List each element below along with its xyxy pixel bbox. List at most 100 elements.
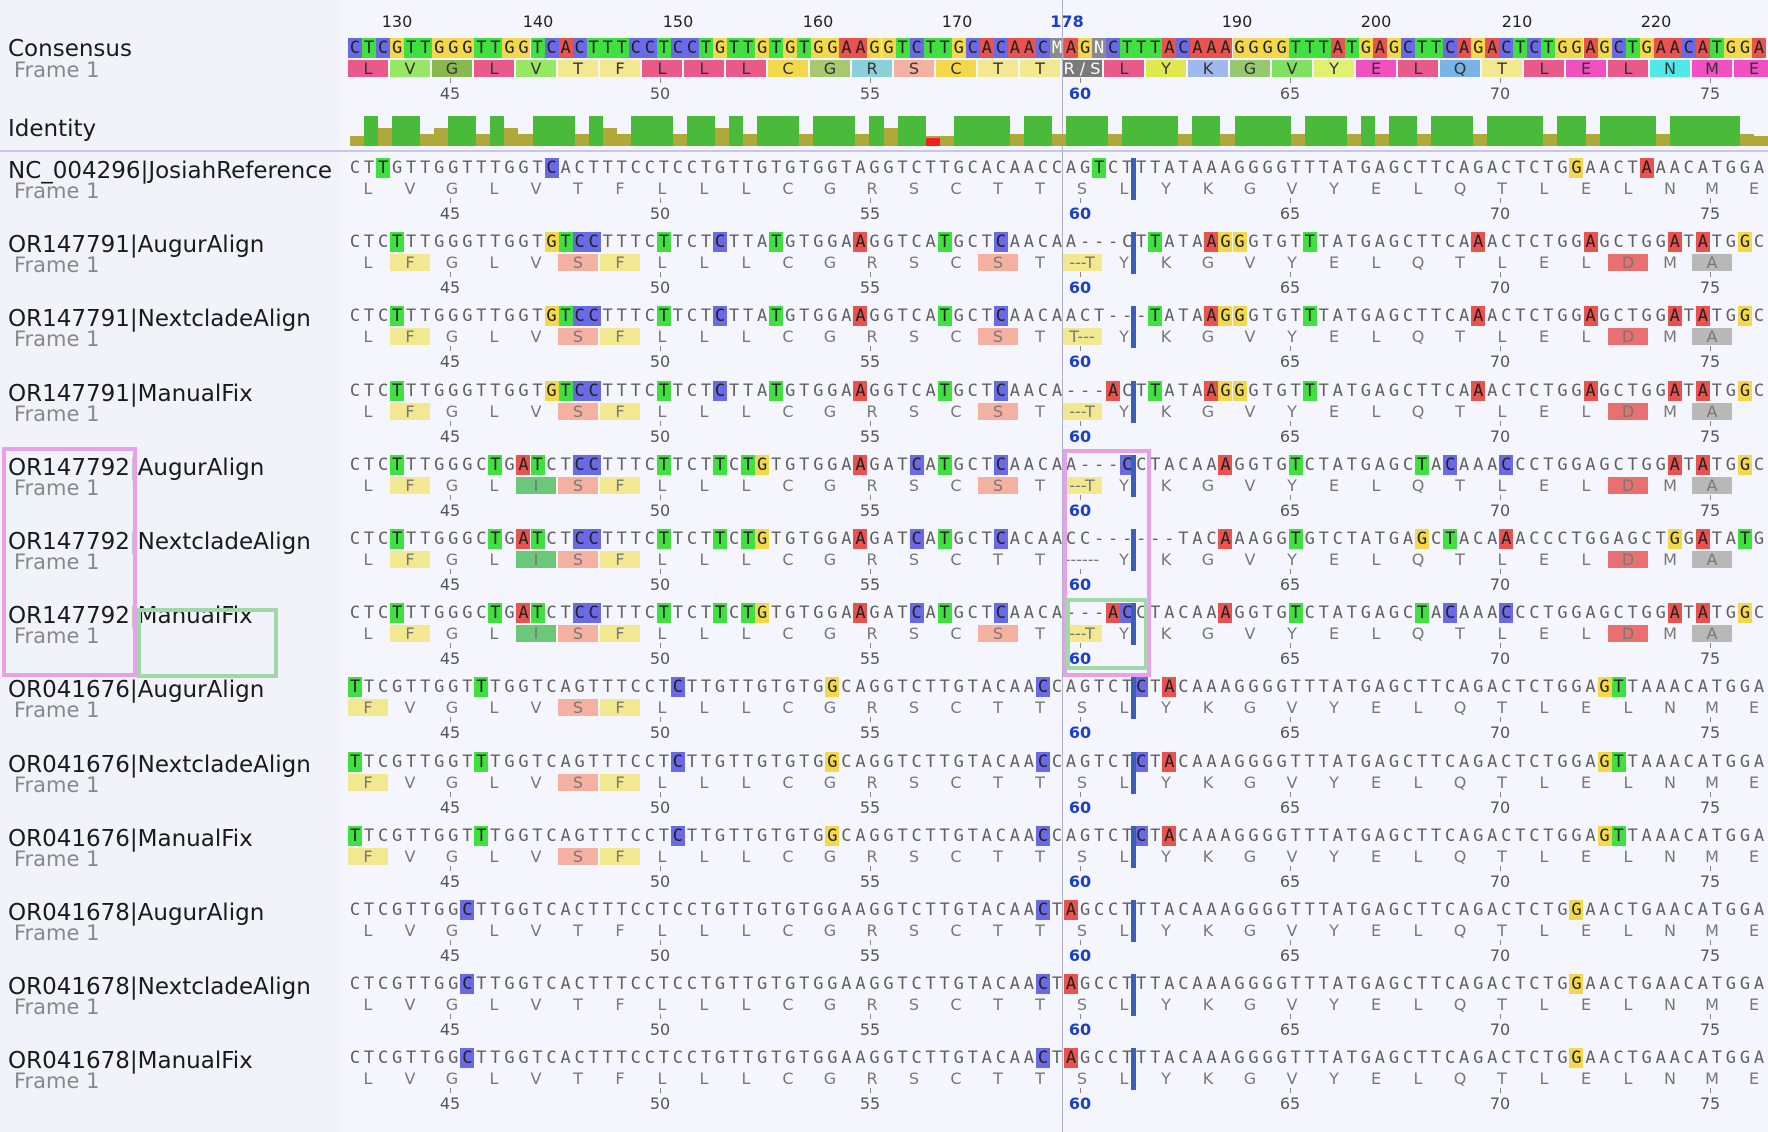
row-nucleotide: G xyxy=(1218,306,1233,327)
row-nucleotide: G xyxy=(1571,825,1582,846)
row-nucleotide: C xyxy=(1037,603,1049,624)
consensus-nucleotide: T xyxy=(1288,38,1303,58)
consensus-nucleotide: T xyxy=(1541,38,1556,58)
row-nucleotide: T xyxy=(420,454,431,475)
row-nucleotide: G xyxy=(883,158,894,178)
row-nucleotide: G xyxy=(462,529,473,549)
row-nucleotide: A xyxy=(1613,529,1624,549)
row-nucleotide: T xyxy=(742,974,754,995)
row-nucleotide: C xyxy=(1683,825,1694,846)
row-nucleotide: A xyxy=(1023,232,1035,253)
row-nucleotide: A xyxy=(841,529,852,549)
row-amino-acid: C xyxy=(782,921,794,940)
consensus-amino-acid: E xyxy=(1356,60,1396,77)
row-nucleotide: - xyxy=(1122,529,1133,549)
row-nucleotide: G xyxy=(504,454,515,475)
consensus-amino-acid: L xyxy=(1104,60,1144,77)
row-amino-acid: K xyxy=(1160,475,1172,495)
row-amino-acid: S xyxy=(558,476,598,494)
row-aa-number: 45 xyxy=(439,500,461,520)
row-nucleotide: G xyxy=(391,1048,403,1069)
row-nucleotide: T xyxy=(1262,232,1273,253)
row-tick xyxy=(1080,198,1081,203)
row-nucleotide: C xyxy=(1683,974,1694,995)
row-nucleotide: C xyxy=(1613,603,1624,624)
row-nucleotide: T xyxy=(488,603,503,624)
row-amino-acid: R xyxy=(866,475,878,495)
row-nucleotide: A xyxy=(1487,603,1498,624)
row-aa-number: 70 xyxy=(1489,871,1511,891)
row-nucleotide: T xyxy=(1290,751,1301,772)
row-tick xyxy=(870,346,871,352)
row-amino-acid: C xyxy=(782,1069,794,1089)
row-nucleotide: T xyxy=(1318,232,1329,253)
row-nucleotide: C xyxy=(1444,677,1456,698)
selection-box-manualfix-name xyxy=(137,608,278,678)
sequence-name[interactable]: OR147792|NextcladeAlign xyxy=(8,529,311,555)
row-aa-number: 45 xyxy=(439,1094,461,1114)
row-amino-acid: K xyxy=(1202,179,1214,198)
row-nucleotide: T xyxy=(939,751,950,772)
row-amino-acid: G xyxy=(823,550,837,569)
row-amino-acid: T xyxy=(1497,921,1507,940)
row-nucleotide: G xyxy=(1753,529,1765,549)
row-nucleotide: A xyxy=(1599,158,1610,178)
sequence-name[interactable]: OR041678|ManualFix xyxy=(8,1048,253,1075)
sequence-name[interactable]: OR041676|AugurAlign xyxy=(8,677,265,704)
row-amino-acid: Y xyxy=(1329,1069,1339,1089)
sequence-name[interactable]: OR041676|ManualFix xyxy=(8,825,253,852)
sequence-name[interactable]: OR041678|AugurAlign xyxy=(8,900,265,926)
row-nucleotide: C xyxy=(1529,751,1540,772)
sequence-name[interactable]: OR147791|AugurAlign xyxy=(8,232,265,259)
row-aa-number: 65 xyxy=(1279,871,1301,891)
consensus-nucleotide: G xyxy=(1260,38,1275,58)
row-nucleotide: C xyxy=(1051,158,1063,178)
row-nucleotide: T xyxy=(700,751,712,772)
row-nucleotide: T xyxy=(925,974,936,995)
selection-box-names xyxy=(2,447,137,677)
identity-bar xyxy=(953,116,968,146)
consensus-aa-number: 65 xyxy=(1279,84,1301,103)
row-nucleotide: T xyxy=(1627,751,1638,772)
row-nucleotide: T xyxy=(1515,825,1526,846)
row-amino-acid: S xyxy=(908,550,920,569)
row-nucleotide: G xyxy=(518,751,529,772)
row-nucleotide: T xyxy=(532,232,543,253)
sequence-name[interactable]: OR041676|NextcladeAlign xyxy=(8,751,311,778)
sequence-frame-label: Frame 1 xyxy=(14,698,100,723)
row-amino-acid: C xyxy=(950,327,962,347)
row-nucleotide: T xyxy=(1290,380,1301,401)
row-nucleotide: G xyxy=(785,603,796,624)
row-amino-acid: K xyxy=(1202,995,1214,1015)
identity-bar xyxy=(658,116,673,146)
identity-bar xyxy=(1417,134,1432,146)
row-amino-acid: G xyxy=(445,401,459,421)
row-nucleotide: G xyxy=(1388,974,1400,995)
sequence-name[interactable]: OR041678|NextcladeAlign xyxy=(8,974,311,1001)
row-amino-acid: R xyxy=(866,550,878,569)
sequence-name[interactable]: NC_004296|JosiahReference xyxy=(8,158,333,184)
sequence-name[interactable]: OR147792|ManualFix xyxy=(8,603,253,630)
row-aa-number: 55 xyxy=(859,500,881,520)
row-nucleotide: T xyxy=(656,380,671,401)
row-amino-acid: Y xyxy=(1329,846,1339,866)
row-nucleotide: - xyxy=(1065,380,1077,401)
sequence-name[interactable]: OR147791|NextcladeAlign xyxy=(8,306,311,333)
row-nucleotide: A xyxy=(1023,380,1035,401)
row-nucleotide: A xyxy=(853,232,868,253)
consensus-nucleotide: G xyxy=(390,38,405,58)
row-amino-acid: F xyxy=(615,921,625,940)
ruler-label: 190 xyxy=(1221,12,1253,31)
row-nucleotide: G xyxy=(1739,825,1751,846)
row-tick xyxy=(450,1014,451,1020)
row-amino-acid: Y xyxy=(1119,253,1129,273)
row-amino-acid: L xyxy=(489,253,499,273)
row-nucleotide: G xyxy=(391,825,403,846)
row-nucleotide: G xyxy=(391,158,403,178)
consensus-amino-acid: G xyxy=(432,60,472,77)
row-amino-acid: E xyxy=(1328,327,1340,347)
row-amino-acid: G xyxy=(1243,179,1257,198)
row-amino-acid: L xyxy=(741,550,751,569)
sequence-name[interactable]: OR147791|ManualFix xyxy=(8,380,253,407)
